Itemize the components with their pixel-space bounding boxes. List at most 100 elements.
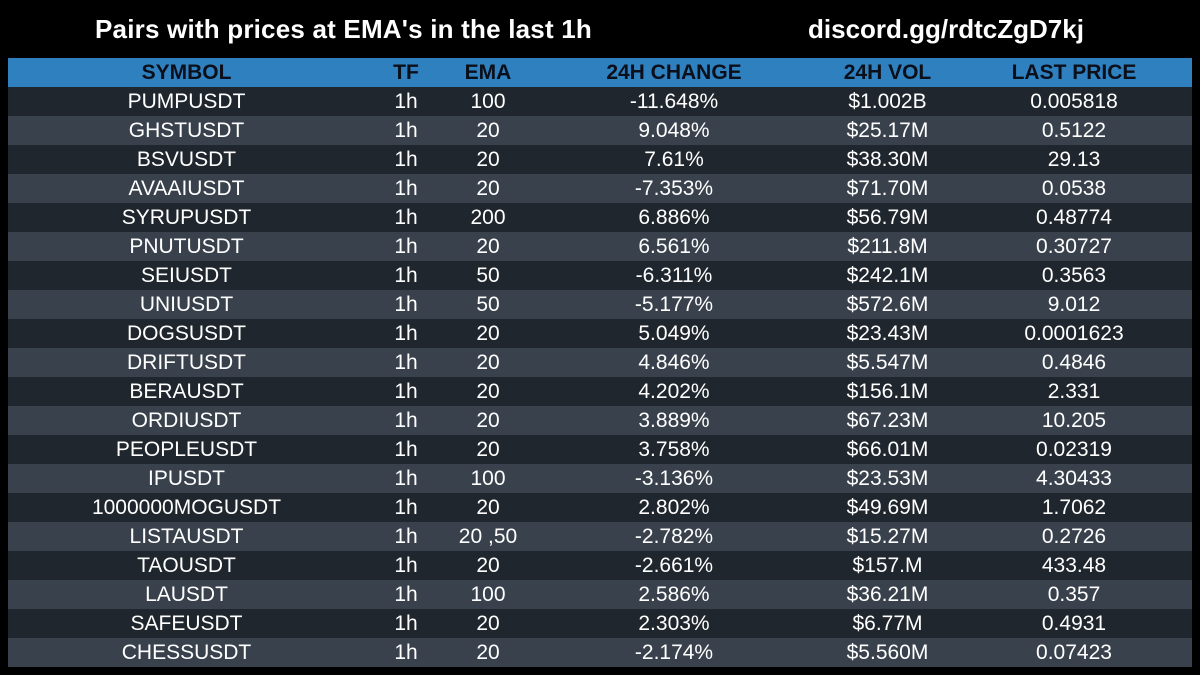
cell-symbol: LAUSDT	[145, 583, 228, 606]
cell-price: 9.012	[1047, 293, 1101, 316]
table-row: SAFEUSDT 1h 20 2.303% $6.77M 0.4931	[8, 609, 1192, 638]
cell-price: 433.48	[1041, 554, 1107, 577]
cell-price: 2.331	[1047, 380, 1101, 403]
cell-price: 10.205	[1041, 409, 1107, 432]
cell-price: 0.3563	[1041, 264, 1107, 287]
cell-vol: $66.01M	[846, 438, 929, 461]
cell-change: 3.758%	[638, 438, 710, 461]
cell-ema: 20	[476, 119, 500, 142]
cell-change: 2.802%	[638, 496, 710, 519]
cell-tf: 1h	[394, 641, 418, 664]
cell-price: 0.30727	[1036, 235, 1112, 258]
cell-price: 0.5122	[1041, 119, 1107, 142]
table-row: LISTAUSDT 1h 20 ,50 -2.782% $15.27M 0.2726	[8, 522, 1192, 551]
header-ema[interactable]: EMA	[464, 61, 512, 84]
cell-change: -3.136%	[634, 467, 714, 490]
cell-tf: 1h	[394, 177, 418, 200]
table-row: TAOUSDT 1h 20 -2.661% $157.M 433.48	[8, 551, 1192, 580]
cell-vol: $5.547M	[846, 351, 929, 374]
cell-symbol: BERAUSDT	[129, 380, 244, 403]
cell-tf: 1h	[394, 148, 418, 171]
cell-vol: $71.70M	[846, 177, 929, 200]
cell-price: 0.07423	[1036, 641, 1112, 664]
cell-vol: $156.1M	[846, 380, 929, 403]
table-row: PUMPUSDT 1h 100 -11.648% $1.002B 0.005818	[8, 87, 1192, 116]
cell-tf: 1h	[394, 612, 418, 635]
cell-symbol: SAFEUSDT	[130, 612, 243, 635]
cell-tf: 1h	[394, 235, 418, 258]
header-price[interactable]: LAST PRICE	[1011, 61, 1137, 84]
cell-tf: 1h	[394, 583, 418, 606]
cell-change: 5.049%	[638, 322, 710, 345]
pairs-table: SYMBOL TF EMA 24H CHANGE 24H VOL LAST PR…	[8, 58, 1192, 667]
cell-change: 6.561%	[638, 235, 710, 258]
cell-symbol: GHSTUSDT	[128, 119, 245, 142]
cell-ema: 100	[470, 583, 506, 606]
cell-tf: 1h	[394, 206, 418, 229]
cell-tf: 1h	[394, 554, 418, 577]
cell-vol: $56.79M	[846, 206, 929, 229]
cell-change: 4.846%	[638, 351, 710, 374]
cell-price: 4.30433	[1036, 467, 1112, 490]
table-row: ORDIUSDT 1h 20 3.889% $67.23M 10.205	[8, 406, 1192, 435]
cell-ema: 20	[476, 409, 500, 432]
cell-symbol: IPUSDT	[147, 467, 225, 490]
cell-ema: 20	[476, 235, 500, 258]
cell-price: 0.357	[1047, 583, 1101, 606]
header-vol[interactable]: 24H VOL	[843, 61, 932, 84]
cell-change: 2.303%	[638, 612, 710, 635]
table-row: PNUTUSDT 1h 20 6.561% $211.8M 0.30727	[8, 232, 1192, 261]
cell-ema: 20 ,50	[458, 525, 518, 548]
title-bar: Pairs with prices at EMA's in the last 1…	[0, 0, 1200, 58]
cell-ema: 20	[476, 438, 500, 461]
cell-symbol: DRIFTUSDT	[127, 351, 246, 374]
cell-vol: $1.002B	[848, 90, 927, 113]
header-symbol[interactable]: SYMBOL	[141, 61, 232, 84]
cell-tf: 1h	[394, 351, 418, 374]
cell-change: 4.202%	[638, 380, 710, 403]
table-row: UNIUSDT 1h 50 -5.177% $572.6M 9.012	[8, 290, 1192, 319]
cell-price: 0.0538	[1041, 177, 1107, 200]
table-row: BSVUSDT 1h 20 7.61% $38.30M 29.13	[8, 145, 1192, 174]
cell-symbol: 1000000MOGUSDT	[91, 496, 282, 519]
cell-change: 2.586%	[638, 583, 710, 606]
cell-change: -7.353%	[634, 177, 714, 200]
cell-symbol: PNUTUSDT	[129, 235, 244, 258]
cell-change: -2.174%	[634, 641, 714, 664]
page-title: Pairs with prices at EMA's in the last 1…	[95, 14, 592, 44]
table-header: SYMBOL TF EMA 24H CHANGE 24H VOL LAST PR…	[8, 58, 1192, 87]
cell-change: -11.648%	[629, 90, 719, 113]
cell-ema: 20	[476, 351, 500, 374]
cell-ema: 20	[476, 554, 500, 577]
table-row: IPUSDT 1h 100 -3.136% $23.53M 4.30433	[8, 464, 1192, 493]
cell-symbol: CHESSUSDT	[121, 641, 252, 664]
cell-tf: 1h	[394, 496, 418, 519]
cell-change: 9.048%	[638, 119, 710, 142]
cell-price: 0.005818	[1030, 90, 1118, 113]
table-row: 1000000MOGUSDT 1h 20 2.802% $49.69M 1.7062	[8, 493, 1192, 522]
cell-vol: $25.17M	[846, 119, 929, 142]
discord-link[interactable]: discord.gg/rdtcZgD7kj	[808, 14, 1084, 44]
cell-ema: 200	[470, 206, 506, 229]
cell-symbol: TAOUSDT	[137, 554, 236, 577]
table-row: CHESSUSDT 1h 20 -2.174% $5.560M 0.07423	[8, 638, 1192, 667]
cell-ema: 20	[476, 380, 500, 403]
cell-tf: 1h	[394, 409, 418, 432]
cell-tf: 1h	[394, 525, 418, 548]
header-tf[interactable]: TF	[393, 61, 419, 84]
cell-ema: 100	[470, 467, 506, 490]
cell-vol: $23.53M	[846, 467, 929, 490]
cell-tf: 1h	[394, 90, 418, 113]
cell-symbol: SYRUPUSDT	[121, 206, 252, 229]
table-row: AVAAIUSDT 1h 20 -7.353% $71.70M 0.0538	[8, 174, 1192, 203]
cell-vol: $49.69M	[846, 496, 929, 519]
cell-ema: 20	[476, 641, 500, 664]
cell-ema: 50	[476, 293, 500, 316]
cell-ema: 100	[470, 90, 506, 113]
header-change[interactable]: 24H CHANGE	[606, 61, 742, 84]
cell-ema: 50	[476, 264, 500, 287]
cell-symbol: BSVUSDT	[136, 148, 237, 171]
cell-tf: 1h	[394, 322, 418, 345]
table-row: BERAUSDT 1h 20 4.202% $156.1M 2.331	[8, 377, 1192, 406]
cell-symbol: AVAAIUSDT	[128, 177, 245, 200]
